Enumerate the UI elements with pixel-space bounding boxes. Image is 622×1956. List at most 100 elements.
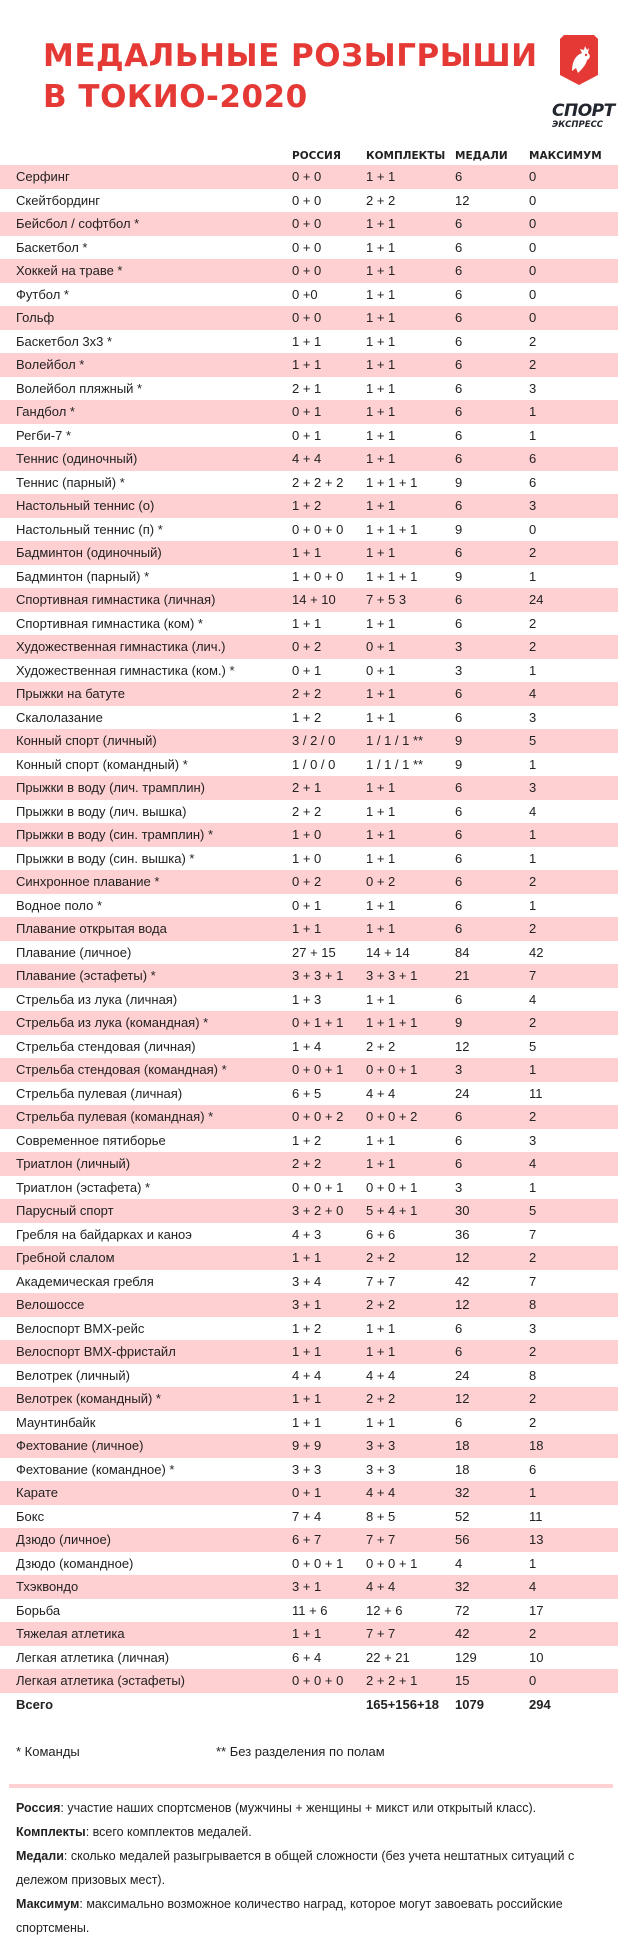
table-row: Баскетбол 3х3 * 1 + 1 1 + 1 6 2 bbox=[0, 330, 618, 354]
sets-value: 5 + 4 + 1 bbox=[366, 1203, 418, 1218]
russia-value: 1 + 1 bbox=[292, 357, 322, 372]
table-row: Тяжелая атлетика 1 + 1 7 + 7 42 2 bbox=[0, 1622, 618, 1646]
sport-name: Велотрек (личный) bbox=[16, 1367, 130, 1383]
russia-value: 0 + 0 bbox=[292, 216, 322, 231]
table-row: Гребной слалом 1 + 1 2 + 2 12 2 bbox=[0, 1246, 618, 1270]
max-value: 4 bbox=[529, 1156, 537, 1171]
sport-name: Волейбол пляжный * bbox=[16, 380, 143, 396]
max-value: 3 bbox=[529, 1320, 537, 1336]
sport-name: Всего bbox=[16, 1696, 54, 1712]
sport-name: Стрельба пулевая (командная) * bbox=[16, 1109, 214, 1124]
sets-value: 1 + 1 bbox=[366, 921, 396, 936]
medals-value: 21 bbox=[455, 968, 470, 983]
table-row: Дзюдо (личное) 6 + 7 7 + 7 56 13 bbox=[0, 1528, 618, 1552]
max-value: 1 bbox=[529, 1555, 537, 1571]
table-row: Бейсбол / софтбол * 0 + 0 1 + 1 6 0 bbox=[0, 212, 618, 236]
sport-name: Легкая атлетика (эстафеты) bbox=[16, 1673, 186, 1688]
russia-value: 0 + 0 + 0 bbox=[292, 521, 344, 537]
sets-value: 1 + 1 + 1 bbox=[366, 474, 418, 490]
russia-value: 0 + 0 + 1 bbox=[292, 1179, 344, 1195]
russia-value: 1 + 0 bbox=[292, 850, 322, 866]
sets-value: 0 + 0 + 1 bbox=[366, 1062, 418, 1077]
rooster-shield-icon bbox=[560, 35, 598, 85]
russia-value: 1 + 1 bbox=[292, 1391, 322, 1406]
table-row: Парусный спорт 3 + 2 + 0 5 + 4 + 1 30 5 bbox=[0, 1199, 618, 1223]
sets-value: 1 + 1 bbox=[366, 310, 396, 325]
russia-value: 0 + 0 + 2 bbox=[292, 1109, 344, 1124]
table-row: Легкая атлетика (эстафеты) 0 + 0 + 0 2 + 2… bbox=[0, 1669, 618, 1693]
russia-value: 3 + 1 bbox=[292, 1579, 322, 1594]
legend-term: Медали bbox=[16, 1849, 64, 1863]
russia-value: 9 + 9 bbox=[292, 1438, 322, 1453]
max-value: 4 bbox=[529, 991, 537, 1007]
max-value: 17 bbox=[529, 1602, 544, 1618]
max-value: 5 bbox=[529, 1203, 537, 1218]
table-row: Велоспорт BMX-фристайл 1 + 1 1 + 1 6 2 bbox=[0, 1340, 618, 1364]
sport-name: Стрельба стендовая (личная) bbox=[16, 1038, 196, 1054]
russia-value: 0 + 0 bbox=[292, 169, 322, 184]
russia-value: 0 + 0 + 0 bbox=[292, 1673, 344, 1688]
russia-value: 0 + 0 bbox=[292, 310, 322, 325]
legend-item: Медали: сколько медалей разыгрывается в … bbox=[16, 1844, 616, 1892]
table-row: Скалолазание 1 + 2 1 + 1 6 3 bbox=[0, 706, 618, 730]
sets-value: 1 + 1 bbox=[366, 545, 396, 560]
sets-value: 1 + 1 + 1 bbox=[366, 568, 418, 584]
russia-value: 0 + 0 + 1 bbox=[292, 1555, 344, 1571]
table-row: Прыжки в воду (син. вышка) * 1 + 0 1 + 1 6 1 bbox=[0, 847, 618, 871]
russia-value: 2 + 2 bbox=[292, 803, 322, 819]
table-row: Борьба 11 + 6 12 + 6 72 17 bbox=[0, 1599, 618, 1623]
russia-value: 2 + 1 bbox=[292, 780, 322, 795]
table-row: Стрельба пулевая (личная) 6 + 5 4 + 4 24 11 bbox=[0, 1082, 618, 1106]
table-total-row: Всего 165+156+18 1079 294 bbox=[0, 1693, 618, 1717]
russia-value: 1 + 0 + 0 bbox=[292, 568, 344, 584]
sport-name: Гольф bbox=[16, 310, 55, 325]
russia-value: 0 +0 bbox=[292, 286, 318, 302]
table-row: Стрельба из лука (командная) * 0 + 1 + 1 1… bbox=[0, 1011, 618, 1035]
russia-value: 1 + 0 bbox=[292, 827, 322, 842]
sets-value: 1 + 1 bbox=[366, 239, 396, 255]
legend-text: : участие наших спортсменов (мужчины + ж… bbox=[60, 1801, 537, 1815]
sets-value: 3 + 3 bbox=[366, 1461, 396, 1477]
medals-value: 3 bbox=[455, 1179, 463, 1195]
max-value: 2 bbox=[529, 921, 537, 936]
medals-value: 56 bbox=[455, 1532, 470, 1547]
medals-value: 6 bbox=[455, 1132, 463, 1148]
max-value: 2 bbox=[529, 1015, 537, 1030]
sets-value: 7 + 7 bbox=[366, 1273, 396, 1289]
russia-value: 7 + 4 bbox=[292, 1508, 322, 1524]
sport-name: Синхронное плавание * bbox=[16, 874, 160, 889]
sets-value: 22 + 21 bbox=[366, 1649, 410, 1665]
table-row: Бадминтон (одиночный) 1 + 1 1 + 1 6 2 bbox=[0, 541, 618, 565]
medals-value: 6 bbox=[455, 780, 463, 795]
legend: Россия: участие наших спортсменов (мужчи… bbox=[16, 1796, 616, 1940]
medals-value: 12 bbox=[455, 1391, 470, 1406]
sets-value: 1 / 1 / 1 ** bbox=[366, 756, 424, 772]
medals-value: 6 bbox=[455, 686, 463, 701]
sport-name: Карате bbox=[16, 1485, 59, 1500]
russia-value: 1 + 4 bbox=[292, 1038, 322, 1054]
table-row: Стрельба пулевая (командная) * 0 + 0 + 2 0… bbox=[0, 1105, 618, 1129]
medals-value: 6 bbox=[455, 239, 463, 255]
medals-value: 12 bbox=[455, 1038, 470, 1054]
sets-value: 2 + 2 bbox=[366, 1391, 396, 1406]
sets-value: 165+156+18 bbox=[366, 1696, 440, 1712]
max-value: 1 bbox=[529, 897, 537, 913]
medals-value: 6 bbox=[455, 592, 463, 607]
medals-value: 72 bbox=[455, 1602, 470, 1618]
sport-name: Тхэквондо bbox=[16, 1579, 79, 1594]
sets-value: 7 + 5 3 bbox=[366, 592, 407, 607]
max-value: 1 bbox=[529, 404, 537, 419]
sets-value: 1 + 1 bbox=[366, 686, 396, 701]
max-value: 0 bbox=[529, 310, 537, 325]
russia-value: 0 + 1 bbox=[292, 427, 322, 443]
sets-value: 7 + 7 bbox=[366, 1532, 396, 1547]
logo-text-sport: СПОРТ bbox=[552, 101, 615, 121]
max-value: 3 bbox=[529, 780, 537, 795]
sets-value: 1 + 1 bbox=[366, 1414, 396, 1430]
sport-name: Хоккей на траве * bbox=[16, 263, 123, 278]
russia-value: 0 + 1 bbox=[292, 897, 322, 913]
russia-value: 3 + 2 + 0 bbox=[292, 1203, 344, 1218]
sport-name: Бадминтон (одиночный) bbox=[16, 545, 162, 560]
max-value: 2 bbox=[529, 357, 537, 372]
sets-value: 14 + 14 bbox=[366, 944, 410, 960]
